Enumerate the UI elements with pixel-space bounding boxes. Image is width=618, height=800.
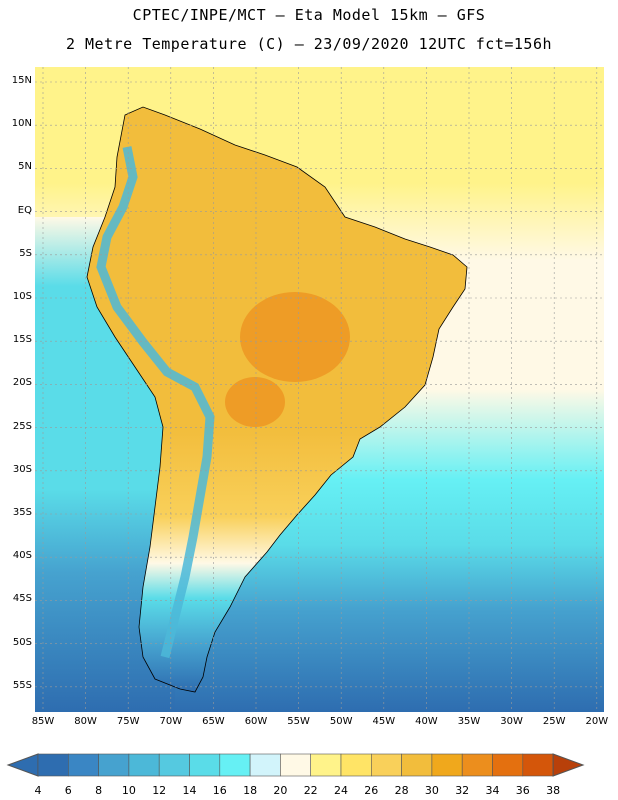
- colorbar-bin: [158, 753, 190, 777]
- colorbar-tick-label: 8: [95, 784, 102, 797]
- colorbar-bin: [280, 753, 311, 777]
- colorbar-tick-label: 4: [35, 784, 42, 797]
- colorbar-low-arrow: [6, 753, 39, 777]
- colorbar-tick-label: 16: [213, 784, 227, 797]
- colorbar-bin: [249, 753, 281, 777]
- longitude-label: 45W: [372, 716, 396, 727]
- colorbar-tick-label: 12: [152, 784, 166, 797]
- hot-spot-paraguay: [225, 377, 285, 427]
- longitude-label: 70W: [159, 716, 183, 727]
- latitude-label: 10N: [11, 118, 32, 130]
- colorbar-tick-label: 14: [183, 784, 197, 797]
- colorbar-bin: [370, 753, 402, 777]
- longitude-label: 35W: [457, 716, 481, 727]
- latitude-label: 25S: [12, 420, 32, 432]
- latitude-label: 35S: [12, 507, 32, 518]
- colorbar-bin: [68, 753, 99, 777]
- colorbar-tick-label: 10: [122, 784, 136, 797]
- andes-band: [96, 146, 215, 659]
- longitude-label: 75W: [116, 716, 140, 727]
- longitude-label: 60W: [244, 716, 268, 727]
- colorbar-high-arrow: [552, 753, 585, 777]
- latitude-label: 20S: [12, 377, 32, 389]
- latitude-label: 30S: [12, 463, 32, 475]
- colorbar-tick-label: 30: [425, 784, 439, 797]
- colorbar-tick-label: 32: [455, 784, 469, 797]
- longitude-label: 40W: [415, 716, 438, 727]
- latitude-label: 15S: [12, 334, 32, 346]
- latitude-label: EQ: [17, 204, 32, 216]
- map-subtitle: 2 Metre Temperature (C) – 23/09/2020 12U…: [65, 35, 553, 53]
- colorbar-bin: [461, 753, 493, 777]
- colorbar-bin: [98, 753, 130, 777]
- latitude-label: 5S: [19, 247, 32, 259]
- colorbar-tick-label: 20: [273, 784, 287, 797]
- colorbar-tick-label: 36: [516, 784, 530, 797]
- longitude-label: 80W: [74, 716, 97, 727]
- latitude-label: 50S: [12, 636, 32, 648]
- temperature-map: [35, 67, 604, 712]
- longitude-label: 50W: [329, 716, 353, 727]
- colorbar-tick-label: 26: [364, 784, 378, 797]
- colorbar-bin: [37, 753, 69, 777]
- colorbar-bin: [492, 753, 524, 777]
- longitude-label: 55W: [287, 716, 310, 727]
- colorbar-tick-label: 22: [304, 784, 318, 797]
- latitude-label: 10S: [12, 291, 32, 302]
- longitude-label: 65W: [202, 716, 225, 727]
- colorbar-tick-label: 38: [546, 784, 560, 797]
- colorbar-tick-label: 18: [243, 784, 257, 797]
- colorbar-tick-label: 28: [395, 784, 409, 797]
- longitude-label: 25W: [542, 716, 566, 727]
- colorbar-tick-label: 34: [486, 784, 500, 797]
- latitude-label: 45S: [12, 593, 32, 605]
- hot-spot-central-brazil: [240, 292, 350, 382]
- longitude-label: 30W: [500, 716, 523, 727]
- colorbar-bin: [340, 753, 372, 777]
- colorbar-bin: [310, 753, 342, 777]
- colorbar-bin: [189, 753, 221, 777]
- colorbar-tick-label: 24: [334, 784, 348, 797]
- colorbar-tick-label: 6: [65, 784, 72, 797]
- colorbar-bin: [431, 753, 463, 777]
- latitude-label: 15N: [11, 75, 32, 86]
- latitude-label: 40S: [12, 550, 32, 562]
- longitude-label: 20W: [585, 716, 609, 727]
- temperature-colorbar: 4 6 8 10 12 14 16 18 20 22 24 26 28 30 32 34 36 38: [6, 753, 585, 797]
- latitude-label: 5N: [18, 161, 32, 173]
- longitude-label: 85W: [31, 716, 55, 727]
- colorbar-bin: [522, 753, 554, 777]
- colorbar-bin: [401, 753, 433, 777]
- colorbar-bin: [128, 753, 160, 777]
- colorbar-bin: [219, 753, 251, 777]
- map-title: CPTEC/INPE/MCT – Eta Model 15km – GFS: [132, 6, 486, 24]
- latitude-label: 55S: [12, 679, 32, 691]
